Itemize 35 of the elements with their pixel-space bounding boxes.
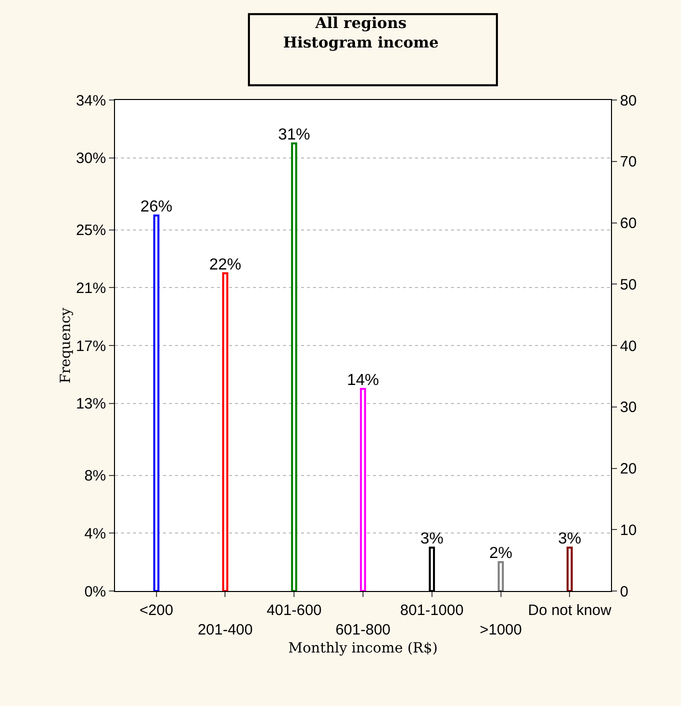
y-axis-title: Frequency bbox=[58, 308, 74, 384]
data-label: 2% bbox=[489, 545, 512, 562]
y2-tick-label: 20 bbox=[620, 460, 637, 478]
x-tick-label: 801-1000 bbox=[400, 602, 464, 619]
x-tick-label: 201-400 bbox=[198, 622, 253, 638]
x-tick-label: 401-600 bbox=[266, 602, 322, 619]
data-label: 14% bbox=[346, 372, 380, 389]
y-tick-label: 13% bbox=[76, 396, 106, 413]
x-tick-label: 601-800 bbox=[335, 622, 391, 638]
y2-tick-label: 10 bbox=[620, 522, 637, 539]
y2-tick-label: 0 bbox=[620, 583, 628, 600]
x-axis-title: Monthly income (R$) bbox=[288, 640, 438, 656]
y2-tick-label: 40 bbox=[620, 338, 637, 355]
x-tick-label: <200 bbox=[139, 602, 174, 619]
data-label: 3% bbox=[420, 530, 444, 548]
y2-tick-label: 30 bbox=[620, 399, 637, 416]
y-tick-label: 4% bbox=[84, 525, 106, 542]
y2-tick-label: 60 bbox=[620, 215, 637, 232]
x-tick-label: Do not know bbox=[528, 602, 612, 619]
y-tick-label: 34% bbox=[76, 92, 106, 110]
y2-tick-label: 70 bbox=[620, 154, 637, 171]
y-tick-label: 21% bbox=[76, 280, 106, 297]
data-label: 3% bbox=[558, 530, 582, 548]
y-tick-label: 0% bbox=[84, 583, 106, 600]
data-label: 26% bbox=[140, 198, 172, 216]
y-tick-label: 30% bbox=[76, 150, 106, 168]
chart-title: All regions Histogram income bbox=[283, 14, 439, 52]
x-tick-label: >1000 bbox=[480, 622, 522, 638]
data-label: 22% bbox=[209, 256, 242, 274]
y-tick-label: 8% bbox=[84, 468, 106, 485]
y2-tick-label: 80 bbox=[620, 92, 637, 110]
y2-tick-label: 50 bbox=[620, 276, 637, 294]
y-tick-label: 17% bbox=[76, 338, 106, 355]
y-tick-label: 25% bbox=[76, 222, 106, 240]
data-label: 31% bbox=[278, 126, 310, 144]
